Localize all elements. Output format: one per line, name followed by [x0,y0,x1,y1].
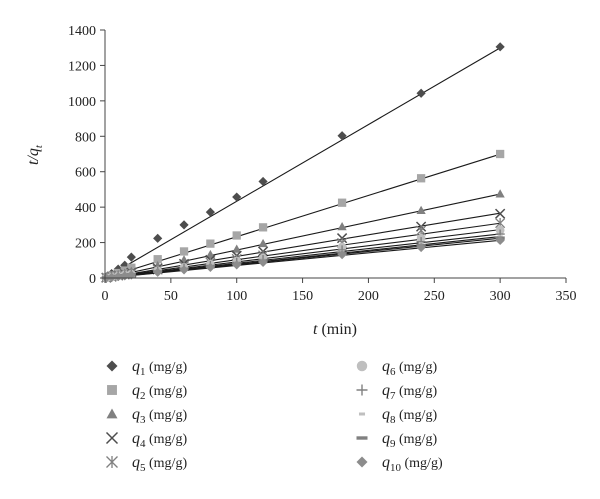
data-point-q10 [205,262,215,272]
legend-item-q5: q5 (mg/g) [106,454,187,474]
legend-label-q7: q7 (mg/g) [382,382,437,402]
data-point-q4 [495,208,506,219]
data-point-q3 [495,189,505,198]
data-point-q10 [495,235,505,246]
legend-marker-q8 [358,412,366,416]
legend-marker-q6 [356,360,368,372]
trendline-q10 [104,239,501,279]
legend-label-q5: q5 (mg/g) [132,454,187,474]
data-point-q2 [232,231,241,240]
data-point-q2 [496,149,505,159]
y-tick-label: 1000 [68,95,96,110]
series-q2 [102,149,505,282]
series-q3 [101,189,505,282]
y-tick-label: 800 [75,130,96,145]
data-point-q10 [232,260,242,270]
legend-marker-q2 [107,385,117,395]
y-tick-label: 400 [75,201,96,216]
legend-item-q10: q10 (mg/g) [356,454,443,474]
data-point-q2 [153,255,162,264]
data-point-q10 [416,242,426,253]
legend-label-q10: q10 (mg/g) [382,454,443,474]
data-point-q2 [179,247,189,256]
legend-label-q1: q1 (mg/g) [132,358,187,378]
y-tick-label: 200 [75,237,96,252]
x-tick-label: 100 [226,289,247,304]
legend-label-q9: q9 (mg/g) [382,430,437,450]
data-point-q3 [258,238,268,248]
data-point-q1 [126,252,136,262]
legend-marker-q4 [105,431,119,445]
legend-item-q7: q7 (mg/g) [356,382,437,402]
x-tick-label: 200 [358,289,379,304]
axes: 0 200 400 600 800 1000 1200 1400 0 50 100 150 200 250… [68,24,577,304]
legend-item-q4: q4 (mg/g) [105,430,187,450]
trendline-q3 [104,193,501,279]
y-tick-label: 600 [75,166,96,181]
data-point-q1 [179,220,189,230]
x-axis-title: t (min) [313,321,357,338]
y-tick-label: 1200 [68,59,96,74]
trendline-q1 [104,47,501,279]
data-point-q1 [232,192,242,202]
y-axis-title: t/qt [25,144,45,165]
data-point-q3 [232,244,242,253]
legend: q1 (mg/g) q2 (mg/g) q3 (mg/g) q4 (mg/g) q5 (… [105,358,443,474]
legend-label-q4: q4 (mg/g) [132,430,187,450]
data-point-q1 [205,207,215,217]
legend-item-q8: q8 (mg/g) [358,406,437,426]
legend-item-q1: q1 (mg/g) [106,358,187,378]
series-q1 [101,42,505,282]
legend-label-q8: q8 (mg/g) [382,406,437,426]
legend-label-q2: q2 (mg/g) [132,382,187,402]
plot-area [101,42,506,283]
data-point-q10 [179,265,189,275]
data-point-q2 [258,223,268,232]
legend-label-q6: q6 (mg/g) [382,358,437,378]
legend-marker-q10 [356,456,368,468]
data-point-q10 [106,272,117,282]
data-point-q3 [205,249,215,259]
data-point-q10 [337,250,347,260]
data-point-q1 [416,88,426,98]
x-tick-label: 0 [102,289,109,304]
trendline-q6 [104,229,501,279]
data-point-q1 [337,131,347,141]
trendline-q2 [104,153,501,279]
y-tick-label: 0 [89,272,96,287]
legend-marker-q5 [106,455,118,469]
series-q7 [101,229,505,283]
legend-item-q2: q2 (mg/g) [107,382,187,402]
data-point-q10 [258,257,268,268]
x-tick-label: 50 [164,289,178,304]
data-point-q10 [113,271,123,282]
legend-label-q3: q3 (mg/g) [132,406,187,426]
data-point-q2 [206,239,215,248]
legend-marker-q3 [106,408,118,419]
legend-marker-q7 [356,384,368,396]
data-point-q2 [416,174,426,183]
legend-marker-q1 [106,360,118,372]
data-point-q2 [337,198,347,207]
data-point-q3 [416,205,426,215]
data-point-q1 [153,233,163,243]
legend-marker-q9 [356,436,368,440]
data-point-q1 [495,42,505,52]
x-tick-label: 300 [490,289,511,304]
trendline-q4 [104,212,501,279]
data-point-q10 [153,267,163,277]
x-tick-label: 250 [424,289,445,304]
trendline-q5 [104,222,501,279]
data-point-q1 [258,176,268,187]
data-point-q10 [126,270,136,280]
x-tick-label: 350 [556,289,577,304]
legend-item-q9: q9 (mg/g) [356,430,437,450]
legend-item-q3: q3 (mg/g) [106,406,187,426]
data-point-q3 [337,222,347,231]
x-tick-label: 150 [292,289,313,304]
y-tick-label: 1400 [68,24,96,39]
legend-item-q6: q6 (mg/g) [356,358,437,378]
